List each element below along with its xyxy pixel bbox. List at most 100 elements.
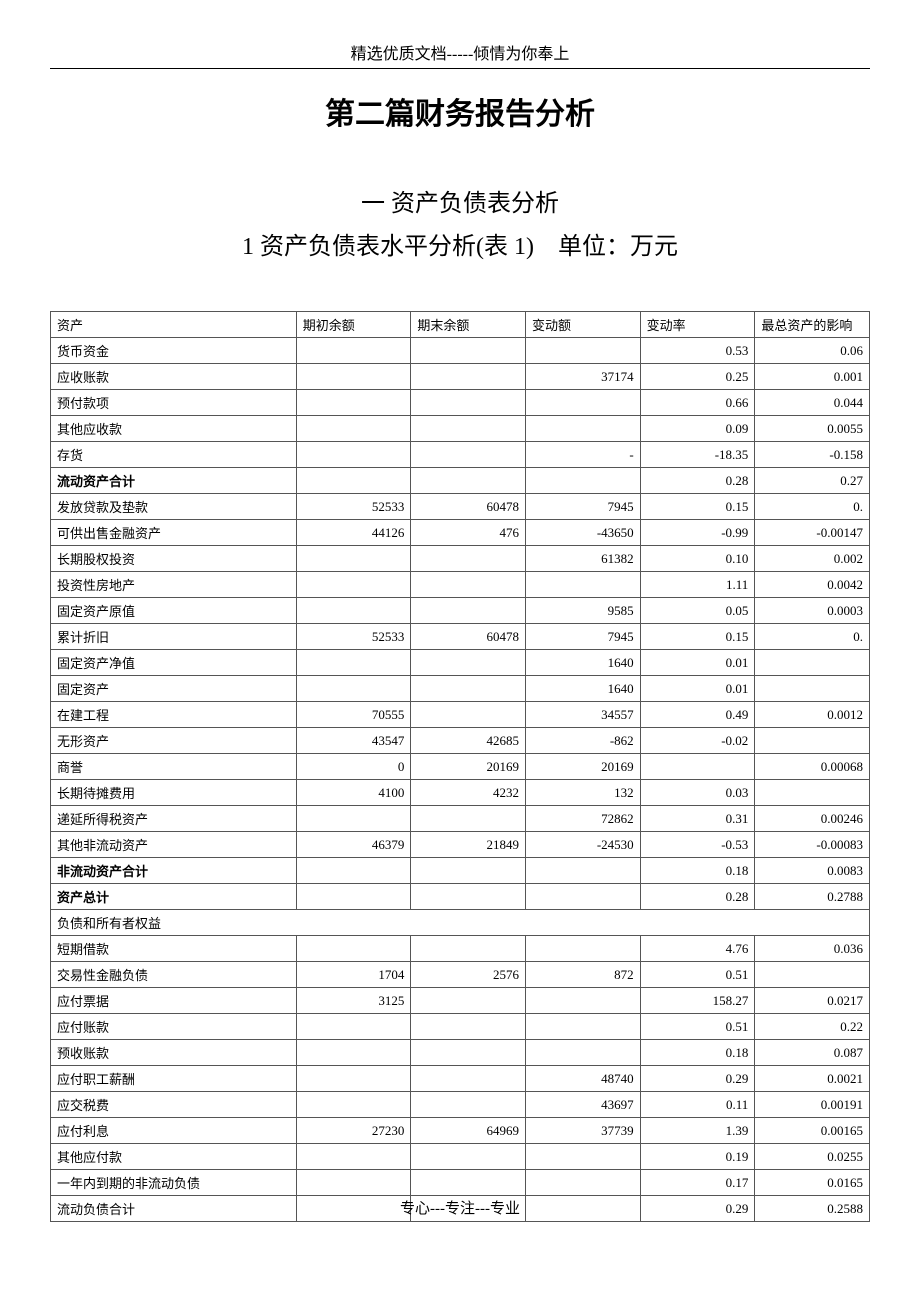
table-row: 固定资产 16400.01	[51, 676, 870, 702]
cell: 52533	[296, 624, 411, 650]
cell: 7945	[526, 494, 641, 520]
cell: 0.49	[640, 702, 755, 728]
cell: 0.0255	[755, 1144, 870, 1170]
cell: 43697	[526, 1092, 641, 1118]
column-header: 最总资产的影响	[755, 312, 870, 338]
cell: 0.0165	[755, 1170, 870, 1196]
cell	[296, 1014, 411, 1040]
cell: 132	[526, 780, 641, 806]
table-row: 固定资产净值16400.01	[51, 650, 870, 676]
row-label: 应付职工薪酬	[51, 1066, 297, 1092]
cell: 0.15	[640, 494, 755, 520]
cell: 0.0012	[755, 702, 870, 728]
cell	[411, 650, 526, 676]
cell: 0.2788	[755, 884, 870, 910]
cell: 0.01	[640, 676, 755, 702]
cell	[526, 416, 641, 442]
cell: 52533	[296, 494, 411, 520]
cell	[411, 1092, 526, 1118]
cell: -0.99	[640, 520, 755, 546]
table-row: 其他应收款0.090.0055	[51, 416, 870, 442]
cell: 70555	[296, 702, 411, 728]
cell	[755, 728, 870, 754]
cell: -0.00083	[755, 832, 870, 858]
row-label: 累计折旧	[51, 624, 297, 650]
cell: 4100	[296, 780, 411, 806]
table-row: 短期借款4.760.036	[51, 936, 870, 962]
cell	[296, 338, 411, 364]
cell: -18.35	[640, 442, 755, 468]
cell: 43547	[296, 728, 411, 754]
cell	[411, 988, 526, 1014]
cell	[296, 572, 411, 598]
table-row: 在建工程70555 345570.490.0012	[51, 702, 870, 728]
cell: 21849	[411, 832, 526, 858]
cell: 0.044	[755, 390, 870, 416]
table-row: 一年内到期的非流动负债0.170.0165	[51, 1170, 870, 1196]
cell	[296, 1040, 411, 1066]
cell: 0.05	[640, 598, 755, 624]
cell: 27230	[296, 1118, 411, 1144]
cell	[296, 598, 411, 624]
cell	[640, 754, 755, 780]
cell	[411, 442, 526, 468]
table-row: 累计折旧525336047879450.150.	[51, 624, 870, 650]
cell	[411, 598, 526, 624]
column-header: 变动额	[526, 312, 641, 338]
cell	[296, 546, 411, 572]
cell: 0.29	[640, 1196, 755, 1222]
row-label: 应交税费	[51, 1092, 297, 1118]
table-row: 应付票据3125158.270.0217	[51, 988, 870, 1014]
table-row: 流动负债合计0.290.2588	[51, 1196, 870, 1222]
table-row: 存货--18.35-0.158	[51, 442, 870, 468]
cell: 42685	[411, 728, 526, 754]
row-label: 长期待摊费用	[51, 780, 297, 806]
cell: 34557	[526, 702, 641, 728]
row-label: 在建工程	[51, 702, 297, 728]
row-label: 流动资产合计	[51, 468, 297, 494]
cell: 0.002	[755, 546, 870, 572]
cell	[526, 988, 641, 1014]
row-label: 商誉	[51, 754, 297, 780]
table-row: 商誉020169201690.00068	[51, 754, 870, 780]
row-label: 固定资产	[51, 676, 297, 702]
cell	[526, 884, 641, 910]
cell	[526, 468, 641, 494]
cell	[526, 390, 641, 416]
header-rule	[50, 68, 870, 69]
cell	[526, 858, 641, 884]
cell	[526, 1170, 641, 1196]
cell	[296, 936, 411, 962]
cell: 1640	[526, 650, 641, 676]
cell: 0.28	[640, 884, 755, 910]
cell: 0.18	[640, 1040, 755, 1066]
cell	[526, 1144, 641, 1170]
cell: 4.76	[640, 936, 755, 962]
cell	[411, 884, 526, 910]
row-label: 非流动资产合计	[51, 858, 297, 884]
cell: 0.31	[640, 806, 755, 832]
cell	[296, 1170, 411, 1196]
cell: -0.53	[640, 832, 755, 858]
cell: 872	[526, 962, 641, 988]
cell	[755, 650, 870, 676]
cell: 0.001	[755, 364, 870, 390]
cell: -0.158	[755, 442, 870, 468]
cell: 0.2588	[755, 1196, 870, 1222]
row-label: 货币资金	[51, 338, 297, 364]
cell	[411, 546, 526, 572]
cell	[411, 416, 526, 442]
row-label: 应付账款	[51, 1014, 297, 1040]
balance-sheet-table: 资产期初余额期末余额变动额变动率最总资产的影响 货币资金0.530.06应收账款…	[50, 311, 870, 1222]
cell	[755, 780, 870, 806]
row-label: 其他应收款	[51, 416, 297, 442]
cell: 37739	[526, 1118, 641, 1144]
row-label: 固定资产净值	[51, 650, 297, 676]
row-label: 应付票据	[51, 988, 297, 1014]
cell	[755, 962, 870, 988]
table-row: 交易性金融负债170425768720.51	[51, 962, 870, 988]
row-label: 一年内到期的非流动负债	[51, 1170, 297, 1196]
cell	[411, 338, 526, 364]
cell: 1640	[526, 676, 641, 702]
cell: 72862	[526, 806, 641, 832]
